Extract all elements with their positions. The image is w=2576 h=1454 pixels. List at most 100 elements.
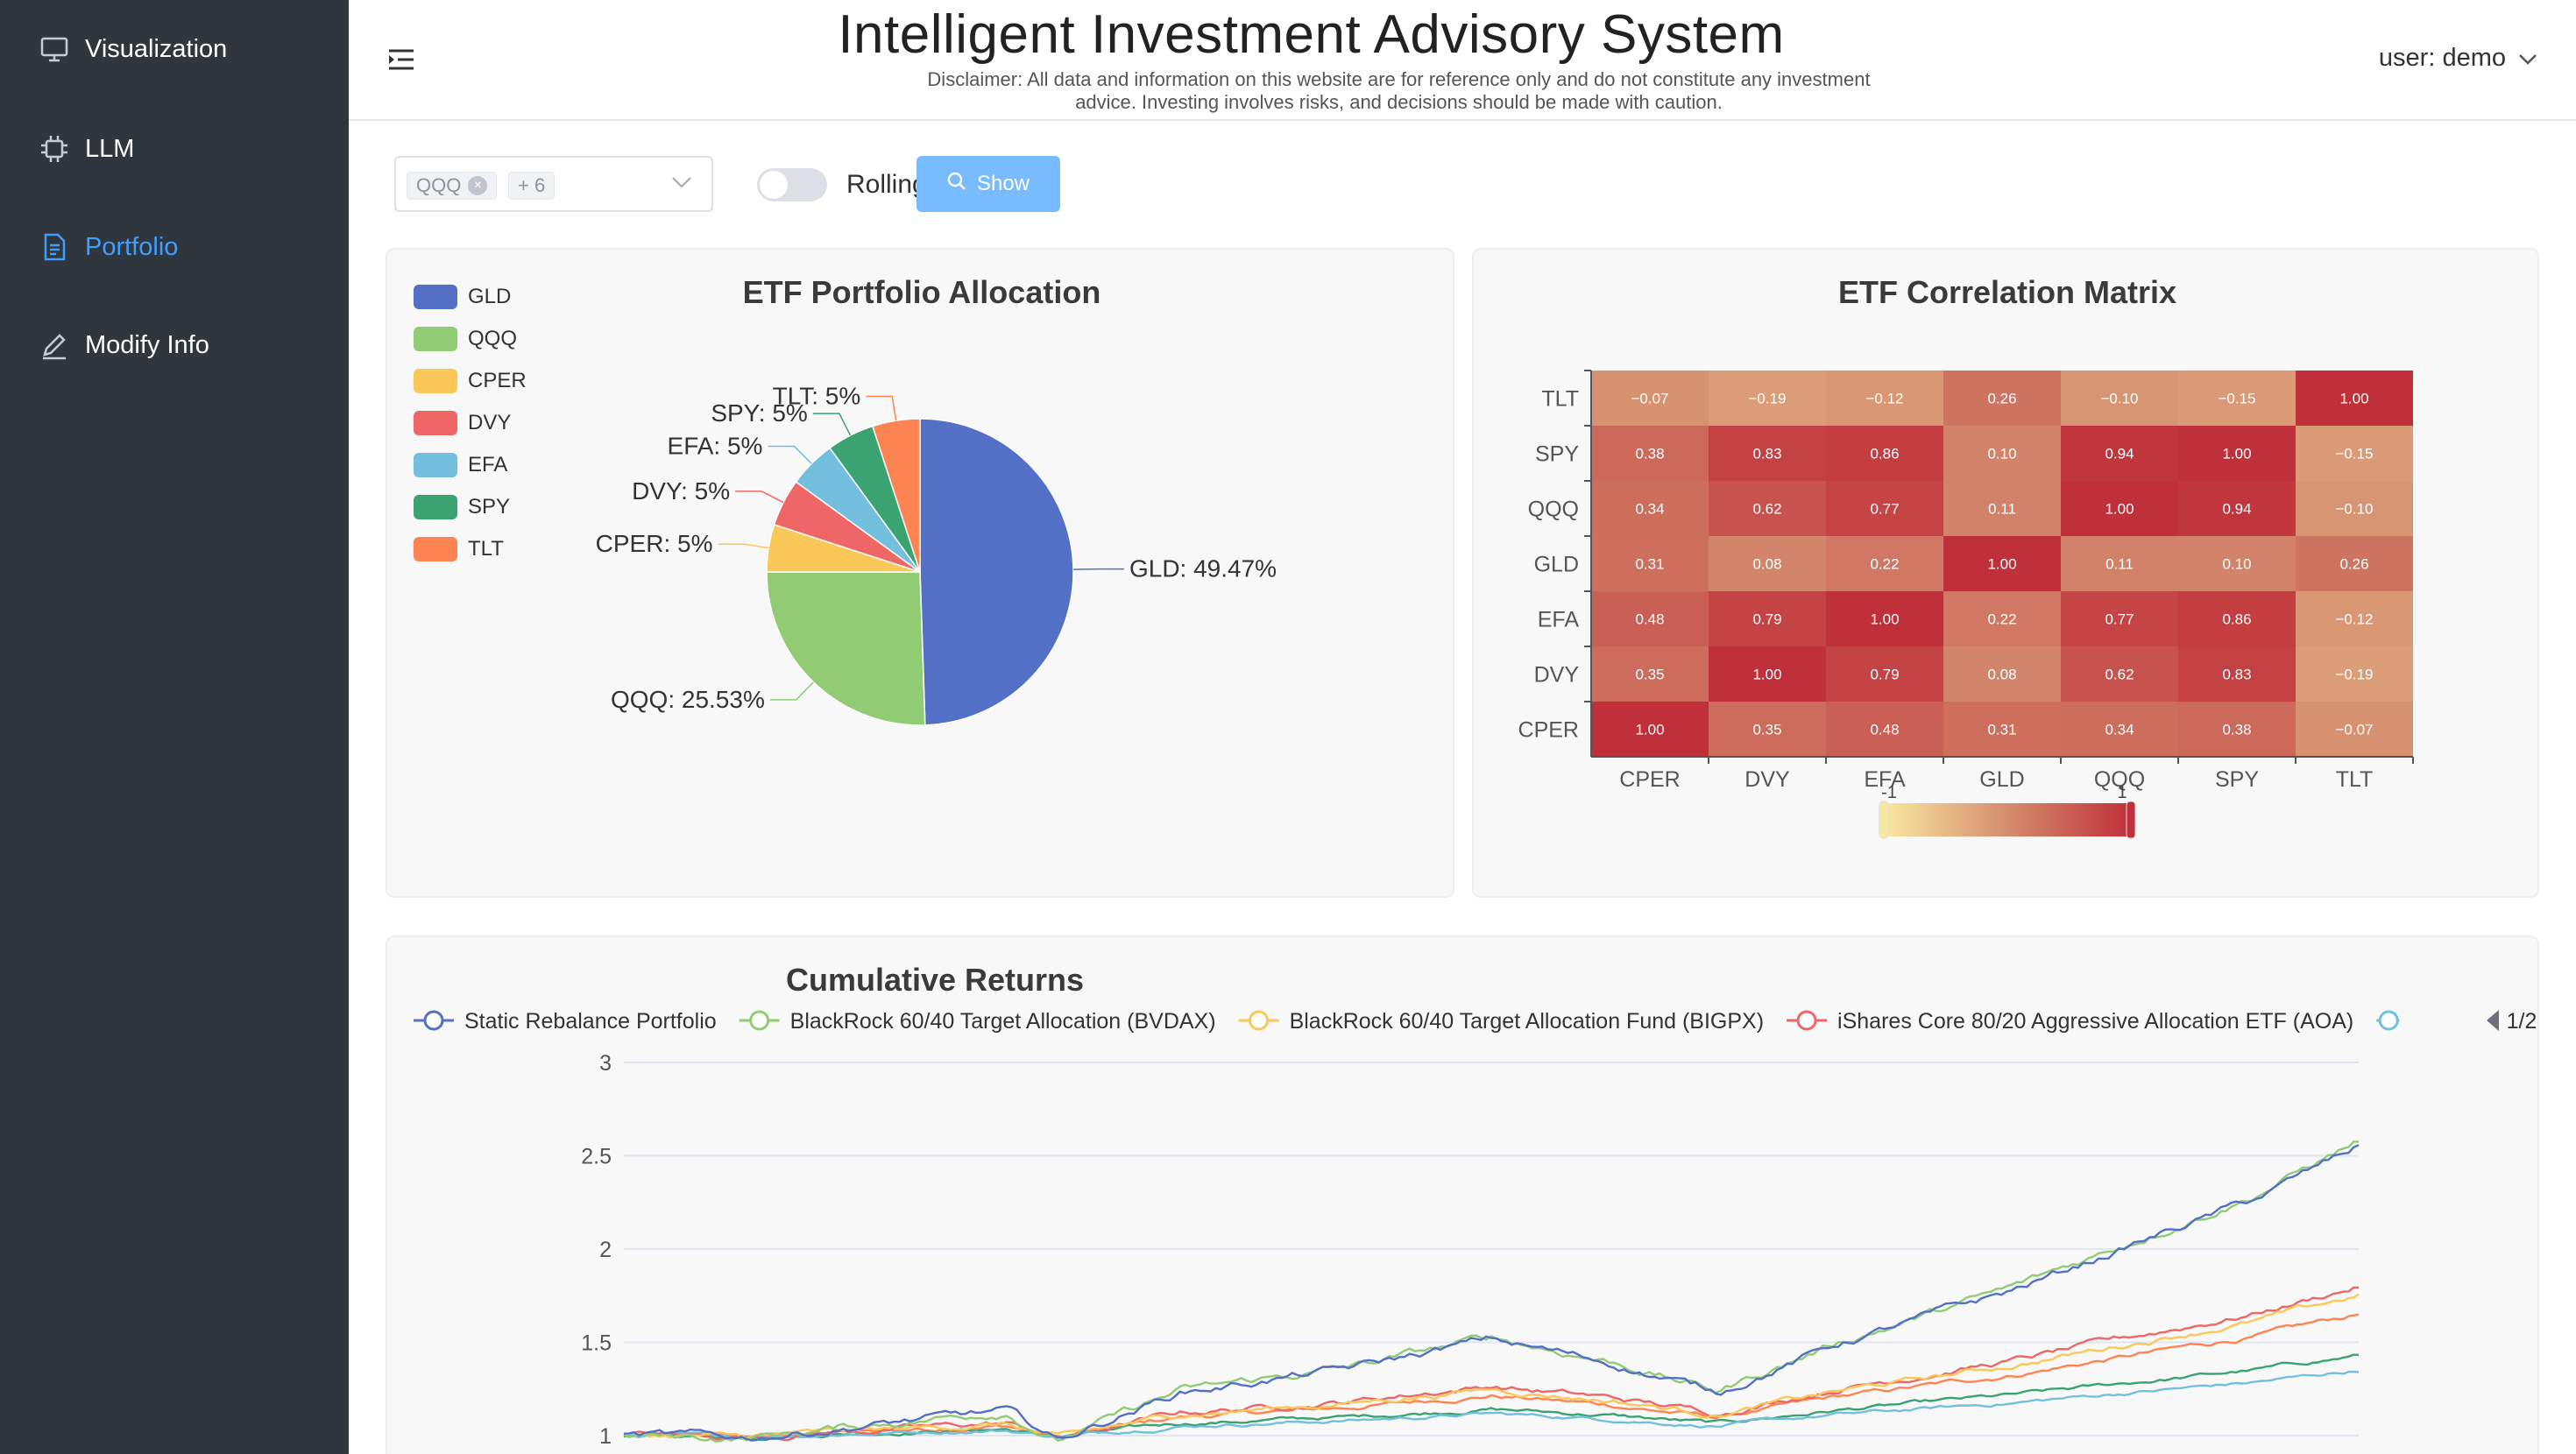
heatmap-cell[interactable] bbox=[2178, 481, 2296, 536]
legend-item-gld[interactable]: GLD bbox=[414, 276, 527, 318]
legend-label: Static Rebalance Portfolio bbox=[464, 1009, 717, 1034]
legend-label: iShares Core 80/20 Aggressive Allocation… bbox=[1837, 1009, 2353, 1034]
heatmap-cell[interactable] bbox=[2296, 591, 2413, 646]
heatmap-cell[interactable] bbox=[1826, 591, 1943, 646]
heatmap-cell[interactable] bbox=[1826, 702, 1943, 757]
series-line[interactable] bbox=[623, 1144, 2360, 1442]
legend-item-efa[interactable]: EFA bbox=[414, 444, 527, 486]
heatmap-cell[interactable] bbox=[2178, 536, 2296, 591]
heatmap-cell[interactable] bbox=[1709, 481, 1826, 536]
heatmap-cell[interactable] bbox=[2178, 591, 2296, 646]
heatmap-cell[interactable] bbox=[2061, 371, 2178, 426]
series-line[interactable] bbox=[623, 1370, 2360, 1440]
heatmap-cell[interactable] bbox=[1943, 591, 2061, 646]
etf-multi-select[interactable]: QQQ × + 6 bbox=[394, 156, 713, 212]
series-line[interactable] bbox=[623, 1313, 2360, 1438]
heatmap-cell[interactable] bbox=[1709, 646, 1826, 702]
heatmap-cell[interactable] bbox=[2178, 702, 2296, 757]
heatmap-cell[interactable] bbox=[2178, 371, 2296, 426]
correlation-matrix-card: ETF Correlation Matrix 1.00 0.35 0.48 0.31 0… bbox=[1472, 248, 2539, 898]
heatmap-cell[interactable] bbox=[1826, 646, 1943, 702]
heatmap-cell[interactable] bbox=[2178, 426, 2296, 481]
visual-map-bar[interactable] bbox=[1884, 803, 2131, 836]
heatmap-cell-value: −0.12 bbox=[1865, 391, 1903, 407]
heatmap-cell[interactable] bbox=[1591, 371, 1709, 426]
heatmap-cell[interactable] bbox=[1943, 646, 2061, 702]
series-line[interactable] bbox=[623, 1140, 2359, 1443]
pie-slice-tlt[interactable] bbox=[871, 418, 921, 573]
heatmap-cell[interactable] bbox=[1709, 591, 1826, 646]
heatmap-cell[interactable] bbox=[1591, 536, 1709, 591]
rolling-toggle[interactable] bbox=[757, 168, 827, 201]
menu-collapse-icon[interactable] bbox=[386, 44, 417, 75]
heatmap-cell[interactable] bbox=[1709, 426, 1826, 481]
heatmap-cell[interactable] bbox=[1709, 371, 1826, 426]
legend-label: BlackRock 60/40 Target Allocation Fund (… bbox=[1290, 1009, 1764, 1034]
heatmap-cell[interactable] bbox=[1591, 646, 1709, 702]
show-button[interactable]: Show bbox=[916, 156, 1060, 212]
heatmap-cell[interactable] bbox=[2061, 702, 2178, 757]
legend-item-cper[interactable]: CPER bbox=[414, 360, 527, 402]
heatmap-cell[interactable] bbox=[1943, 426, 2061, 481]
heatmap-cell[interactable] bbox=[2061, 426, 2178, 481]
visual-map-handle-max[interactable] bbox=[2126, 801, 2136, 839]
heatmap-cell[interactable] bbox=[1943, 371, 2061, 426]
disclaimer-line: advice. Investing involves risks, and de… bbox=[1075, 91, 1723, 113]
legend-item[interactable]: BlackRock 60/40 Target Allocation (BVDAX… bbox=[739, 1009, 1216, 1034]
heatmap-cell[interactable] bbox=[2061, 481, 2178, 536]
sidebar-item-llm[interactable]: LLM bbox=[0, 105, 349, 193]
heatmap-cell[interactable] bbox=[1943, 536, 2061, 591]
heatmap-cell[interactable] bbox=[2178, 646, 2296, 702]
heatmap-cell[interactable] bbox=[2061, 591, 2178, 646]
legend-item-tlt[interactable]: TLT bbox=[414, 528, 527, 570]
heatmap-cell-value: 0.35 bbox=[1635, 667, 1664, 683]
close-icon[interactable]: × bbox=[468, 176, 488, 195]
sidebar-item-modify-info[interactable]: Modify Info bbox=[0, 301, 349, 389]
heatmap-cell[interactable] bbox=[1826, 481, 1943, 536]
x-tick-label: DVY bbox=[1744, 767, 1790, 792]
user-menu[interactable]: user: demo bbox=[2379, 44, 2537, 73]
heatmap-cell[interactable] bbox=[2296, 646, 2413, 702]
heatmap-cell[interactable] bbox=[1591, 481, 1709, 536]
visual-map-handle-min[interactable] bbox=[1879, 801, 1889, 839]
heatmap-cell[interactable] bbox=[1709, 702, 1826, 757]
heatmap-cell[interactable] bbox=[2296, 371, 2413, 426]
pie-slice-label: DVY: 5% bbox=[632, 477, 730, 505]
series-line[interactable] bbox=[623, 1353, 2360, 1442]
legend-item-qqq[interactable]: QQQ bbox=[414, 318, 527, 360]
heatmap-cell[interactable] bbox=[1591, 426, 1709, 481]
legend-item[interactable]: BlackRock 60/40 Target Allocation Fund (… bbox=[1238, 1009, 1764, 1034]
legend-item-spy[interactable]: SPY bbox=[414, 486, 527, 528]
heatmap-cell-value: 0.94 bbox=[2222, 501, 2251, 518]
heatmap-cell[interactable] bbox=[2061, 646, 2178, 702]
pie-slice-gld[interactable] bbox=[919, 418, 1074, 726]
heatmap-cell[interactable] bbox=[2296, 536, 2413, 591]
heatmap-cell[interactable] bbox=[1826, 536, 1943, 591]
heatmap-cell[interactable] bbox=[1826, 371, 1943, 426]
series-line[interactable] bbox=[623, 1293, 2360, 1439]
legend-item-dvy[interactable]: DVY bbox=[414, 402, 527, 444]
sidebar-item-portfolio[interactable]: Portfolio bbox=[0, 203, 349, 291]
heatmap-cell[interactable] bbox=[1591, 702, 1709, 757]
heatmap-cell[interactable] bbox=[1591, 591, 1709, 646]
heatmap-cell[interactable] bbox=[1709, 536, 1826, 591]
pie-slice-label: GLD: 49.47% bbox=[1129, 555, 1277, 582]
heatmap-cell[interactable] bbox=[2061, 536, 2178, 591]
heatmap-cell[interactable] bbox=[2296, 481, 2413, 536]
heatmap-cell[interactable] bbox=[1826, 426, 1943, 481]
legend-prev-icon[interactable] bbox=[2487, 1010, 2499, 1031]
legend-item[interactable]: iShares Core 80/20 Aggressive Allocation… bbox=[1787, 1009, 2353, 1034]
heatmap-cell[interactable] bbox=[1943, 702, 2061, 757]
sidebar-item-visualization[interactable]: Visualization bbox=[0, 5, 349, 93]
heatmap-cell[interactable] bbox=[2296, 426, 2413, 481]
edit-icon bbox=[39, 329, 70, 361]
legend-item[interactable]: Static Rebalance Portfolio bbox=[414, 1009, 717, 1034]
heatmap-cell[interactable] bbox=[1943, 481, 2061, 536]
disclaimer-line: Disclaimer: All data and information on … bbox=[927, 68, 1871, 90]
y-tick-label: 2 bbox=[599, 1238, 612, 1262]
heatmap-cell-value: 1.00 bbox=[1987, 556, 2016, 573]
pie-slice-label: CPER: 5% bbox=[596, 530, 713, 557]
heatmap-cell[interactable] bbox=[2296, 702, 2413, 757]
pie-slice-qqq[interactable] bbox=[766, 571, 926, 726]
series-line[interactable] bbox=[623, 1286, 2360, 1442]
